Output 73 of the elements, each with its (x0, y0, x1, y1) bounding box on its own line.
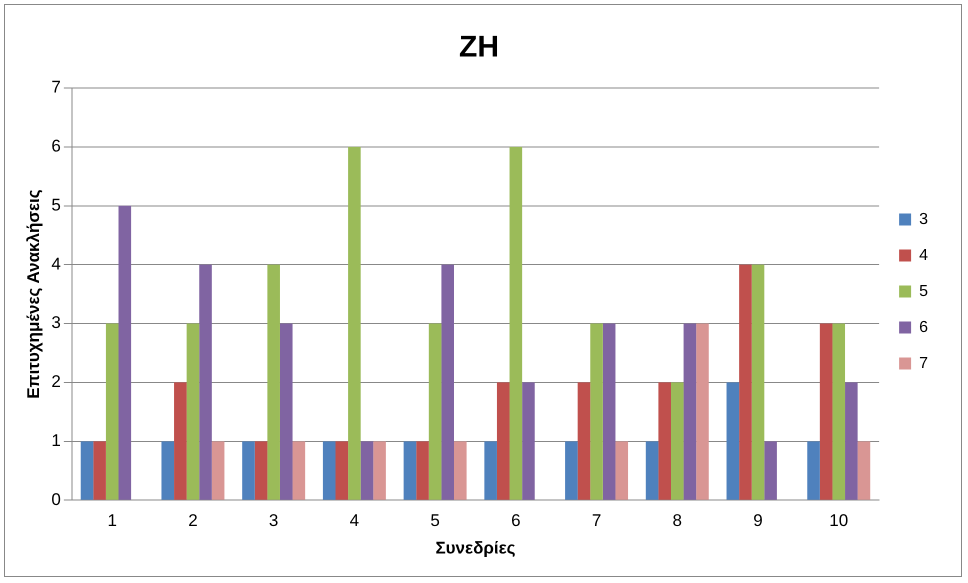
bar (602, 324, 616, 500)
x-tick-label: 7 (592, 511, 602, 530)
legend-label: 6 (919, 318, 928, 336)
bar (80, 441, 94, 500)
bar (106, 324, 119, 500)
bar (348, 146, 361, 500)
bar (280, 324, 293, 500)
chart-title: ΖΗ (459, 30, 499, 64)
bar (161, 441, 174, 500)
bar (565, 441, 578, 500)
x-tick-label: 2 (188, 511, 198, 530)
bar (764, 441, 777, 500)
y-tick-label: 4 (51, 254, 61, 274)
bar (845, 382, 858, 500)
bar (212, 441, 224, 500)
bar (670, 382, 684, 500)
x-tick-label: 4 (350, 511, 360, 530)
bar (322, 441, 336, 500)
bar (118, 206, 132, 500)
bar (242, 441, 255, 500)
y-tick-label: 5 (51, 195, 61, 214)
bar (684, 324, 696, 500)
bar (441, 264, 454, 500)
bar (484, 441, 497, 500)
bar (646, 441, 658, 500)
y-tick-label: 6 (51, 136, 61, 156)
bar (658, 382, 671, 500)
bar (174, 382, 187, 500)
y-tick-label: 2 (51, 372, 61, 392)
x-tick-label: 3 (268, 511, 278, 530)
y-axis-title: Επιτυχημένες Ανακλήσεις (24, 189, 43, 399)
bar (416, 441, 429, 500)
x-tick-label: 1 (107, 511, 117, 530)
x-tick-label: 5 (430, 511, 440, 530)
bar (254, 441, 268, 500)
x-tick-label: 9 (753, 511, 763, 530)
bar (739, 264, 752, 500)
bar (373, 441, 386, 500)
legend-label: 4 (919, 246, 928, 264)
y-tick-label: 7 (51, 78, 61, 97)
bar (696, 324, 709, 500)
legend-label: 5 (919, 282, 928, 300)
y-tick-label: 3 (51, 313, 61, 332)
bar (454, 441, 467, 500)
bar (522, 382, 535, 500)
bar (428, 324, 442, 500)
bar (336, 441, 348, 500)
bar (93, 441, 106, 500)
x-axis-title: Συνεδρίες (435, 538, 516, 558)
bar (858, 441, 870, 500)
y-tick-label: 1 (51, 431, 61, 450)
bar (832, 324, 846, 500)
bar (360, 441, 374, 500)
bar (820, 324, 832, 500)
bar (510, 146, 522, 500)
x-tick-label: 10 (829, 511, 848, 530)
x-tick-label: 8 (672, 511, 682, 530)
bar (615, 441, 628, 500)
bar (752, 264, 764, 500)
bar (199, 264, 212, 500)
bar (186, 324, 200, 500)
bar (726, 382, 740, 500)
legend-label: 7 (919, 354, 928, 372)
y-tick-label: 0 (51, 490, 61, 509)
x-tick-label: 6 (511, 511, 521, 530)
bar (404, 441, 416, 500)
bar (807, 441, 820, 500)
legend-label: 3 (919, 210, 928, 228)
bar (496, 382, 510, 500)
bar (267, 264, 280, 500)
bar (590, 324, 603, 500)
bar (292, 441, 306, 500)
bar (578, 382, 590, 500)
